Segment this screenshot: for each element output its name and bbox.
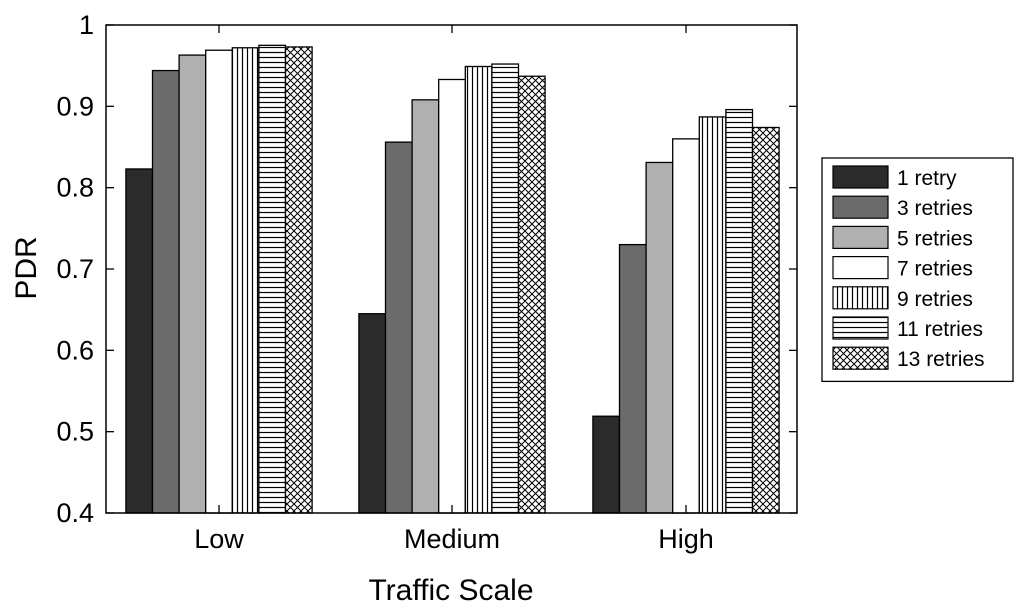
bar-13-retries-low (284, 46, 313, 514)
bar-7-retries-medium (438, 78, 466, 514)
x-axis-title: Traffic Scale (368, 574, 533, 607)
bar-11-retries-low (258, 44, 287, 514)
legend: 1 retry 3 retries 5 retries 7 retries 9 retr… (821, 157, 1014, 383)
bar-9-retries-low (231, 47, 260, 514)
x-tick-label-high: High (658, 524, 714, 554)
bar-1-retry-high (592, 415, 621, 514)
bar-5-retries-high (645, 161, 674, 514)
bar-5-retries-medium (411, 99, 440, 514)
y-tick-label: 0.9 (56, 91, 94, 121)
legend-swatch-5-retries (832, 225, 889, 249)
bar-11-retries-high (725, 108, 754, 514)
y-tick-label: 0.6 (56, 335, 94, 365)
y-tick-label: 0.5 (56, 417, 94, 447)
legend-label-11-retries: 11 retries (897, 318, 983, 341)
legend-label-1-retry: 1 retry (897, 167, 957, 190)
bar-9-retries-high (698, 116, 727, 514)
y-tick-label: 0.8 (56, 173, 94, 203)
bar-5-retries-low (178, 54, 207, 514)
axes-group: 0.4 0.5 0.6 0.7 0.8 0.9 1 Low Medium High (56, 10, 798, 554)
y-tick-label: 1 (79, 10, 94, 40)
legend-swatch-1-retry (832, 165, 889, 189)
y-tick-label: 0.7 (56, 254, 94, 284)
legend-label-13-retries: 13 retries (897, 348, 985, 371)
legend-swatch-7-retries (832, 256, 889, 280)
legend-swatch-11-retries (832, 316, 889, 340)
bar-1-retry-medium (358, 313, 387, 514)
bar-3-retries-medium (384, 141, 413, 514)
legend-label-3-retries: 3 retries (897, 197, 973, 220)
x-tick-label-medium: Medium (404, 524, 500, 554)
x-tick-label-low: Low (194, 524, 244, 554)
bar-3-retries-high (618, 243, 647, 514)
legend-swatch-13-retries (832, 346, 889, 370)
bar-11-retries-medium (491, 63, 520, 514)
legend-label-5-retries: 5 retries (897, 227, 973, 250)
bar-1-retry-low (125, 168, 154, 514)
bar-7-retries-low (205, 49, 233, 514)
bar-13-retries-medium (517, 75, 546, 514)
y-axis-title: PDR (10, 236, 43, 299)
legend-swatch-9-retries (832, 286, 889, 310)
y-tick-label: 0.4 (56, 498, 94, 528)
legend-label-9-retries: 9 retries (897, 288, 973, 311)
bar-9-retries-medium (464, 65, 493, 514)
bar-13-retries-high (751, 126, 780, 514)
legend-label-7-retries: 7 retries (897, 258, 973, 281)
bar-3-retries-low (151, 69, 180, 514)
bars-group (125, 44, 780, 514)
bar-7-retries-high (672, 138, 700, 514)
legend-swatch-3-retries (832, 195, 889, 219)
